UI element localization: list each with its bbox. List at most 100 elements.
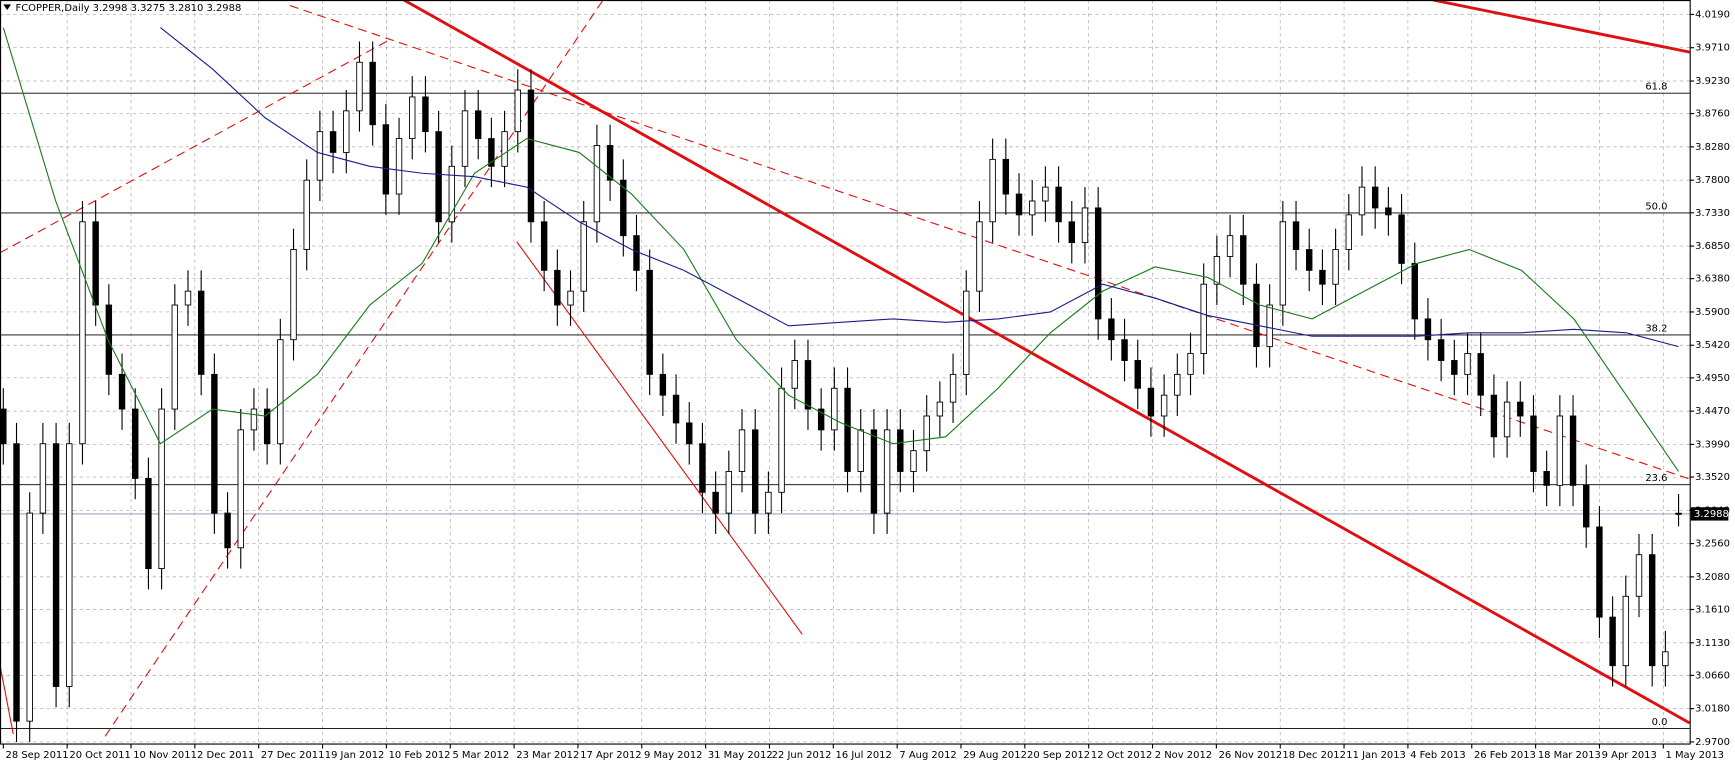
candle-body bbox=[883, 429, 891, 514]
candle-body bbox=[92, 221, 99, 306]
candle-body bbox=[527, 89, 535, 223]
candle-body bbox=[211, 373, 218, 514]
candle-body bbox=[343, 110, 350, 153]
candle-body bbox=[1543, 471, 1550, 486]
candle-body bbox=[1411, 262, 1418, 320]
candle-body bbox=[1358, 186, 1366, 216]
y-tick-label: 3.4950 bbox=[1695, 373, 1730, 384]
candle-body bbox=[1213, 256, 1221, 285]
y-tick-label: 3.1130 bbox=[1695, 638, 1730, 649]
candle-body bbox=[1622, 595, 1630, 667]
candle-body bbox=[1292, 221, 1300, 250]
x-tick-label: 9 May 2012 bbox=[644, 750, 703, 761]
candle-body bbox=[105, 304, 113, 375]
candle-body bbox=[1424, 318, 1432, 341]
trendline bbox=[516, 241, 803, 635]
candle-body bbox=[1187, 353, 1194, 375]
x-tick-label: 22 Jun 2012 bbox=[772, 750, 832, 761]
candle-body bbox=[250, 408, 258, 431]
fib-label: 61.8 bbox=[1645, 81, 1667, 92]
candle-body bbox=[963, 290, 970, 375]
indicators bbox=[2, 27, 1680, 472]
candle-body bbox=[290, 249, 297, 341]
candle-body bbox=[356, 61, 363, 112]
x-tick-label: 17 Apr 2012 bbox=[580, 750, 641, 761]
candle-body bbox=[1609, 616, 1616, 667]
moving-average bbox=[2, 27, 1680, 472]
plot-frame bbox=[0, 0, 1691, 745]
candle-body bbox=[659, 373, 667, 396]
candle-body bbox=[646, 269, 653, 375]
candle-body bbox=[26, 512, 33, 722]
candle-body bbox=[923, 415, 930, 452]
candle-body bbox=[448, 165, 456, 223]
candle-body bbox=[501, 131, 508, 167]
candle-body bbox=[1240, 235, 1247, 285]
x-tick-label: 31 May 2012 bbox=[708, 750, 773, 761]
x-tick-label: 9 Apr 2013 bbox=[1602, 750, 1657, 761]
candle-body bbox=[1437, 339, 1445, 361]
trendline bbox=[289, 5, 1690, 480]
candle-body bbox=[1147, 387, 1155, 417]
x-tick-label: 26 Nov 2012 bbox=[1219, 750, 1283, 761]
candle-body bbox=[1121, 339, 1128, 361]
fib-label: 50.0 bbox=[1645, 201, 1667, 212]
candle-body bbox=[118, 373, 126, 410]
candle-body bbox=[1029, 200, 1036, 216]
candle-body bbox=[158, 408, 165, 570]
candle-body bbox=[831, 387, 838, 431]
y-tick-label: 3.9230 bbox=[1695, 76, 1730, 87]
x-tick-label: 26 Feb 2013 bbox=[1474, 750, 1536, 761]
x-tick-label: 7 Aug 2012 bbox=[899, 750, 956, 761]
trendline bbox=[0, 40, 388, 254]
candle-body bbox=[1451, 360, 1458, 375]
y-tick-label: 3.7330 bbox=[1695, 208, 1730, 219]
candle-body bbox=[435, 131, 442, 223]
candle-body bbox=[857, 429, 864, 472]
moving-average bbox=[160, 27, 1679, 348]
candle-body bbox=[751, 429, 759, 514]
candle-body bbox=[699, 443, 706, 493]
candle-body bbox=[567, 290, 574, 306]
x-tick-label: 19 Jan 2012 bbox=[325, 750, 385, 761]
candle-body bbox=[686, 422, 693, 445]
candle-body bbox=[277, 339, 284, 445]
candle-body bbox=[910, 450, 917, 472]
candle-body bbox=[870, 429, 878, 514]
x-tick-label: 20 Sep 2012 bbox=[1027, 750, 1090, 761]
y-tick-label: 3.6850 bbox=[1695, 241, 1730, 252]
y-tick-label: 2.9700 bbox=[1695, 737, 1730, 748]
y-tick-label: 3.3520 bbox=[1695, 472, 1730, 483]
candle-body bbox=[132, 408, 139, 479]
candle-body bbox=[817, 408, 825, 431]
candle-body bbox=[1279, 221, 1287, 306]
candle-body bbox=[369, 61, 376, 126]
fibonacci-levels: 61.8 50.0 38.2 23.6 0.0 bbox=[0, 81, 1690, 730]
candle-body bbox=[1253, 283, 1260, 348]
fib-label: 23.6 bbox=[1645, 473, 1667, 484]
candle-body bbox=[1266, 304, 1273, 348]
candle-body bbox=[303, 179, 310, 250]
candle-body bbox=[409, 96, 416, 140]
candle-body bbox=[580, 221, 587, 292]
y-tick-label: 3.5900 bbox=[1695, 307, 1730, 318]
x-tick-label: 18 Dec 2012 bbox=[1282, 750, 1346, 761]
candle-body bbox=[184, 290, 192, 306]
candle-body bbox=[1477, 353, 1484, 396]
candle-body bbox=[1094, 207, 1102, 320]
x-tick-label: 5 Mar 2012 bbox=[452, 750, 509, 761]
y-tick-label: 3.7800 bbox=[1695, 175, 1730, 186]
candle-body bbox=[791, 360, 798, 389]
candle-body bbox=[1662, 651, 1669, 667]
y-tick-label: 3.9710 bbox=[1695, 43, 1730, 54]
candle-body bbox=[1055, 186, 1062, 223]
candle-body bbox=[804, 360, 812, 410]
candle-body bbox=[1530, 415, 1537, 472]
candle-body bbox=[1081, 207, 1089, 244]
candle-body bbox=[778, 387, 785, 493]
candle-body bbox=[712, 491, 719, 514]
x-tick-label: 28 Sep 2011 bbox=[6, 750, 69, 761]
candle-body bbox=[738, 429, 746, 472]
